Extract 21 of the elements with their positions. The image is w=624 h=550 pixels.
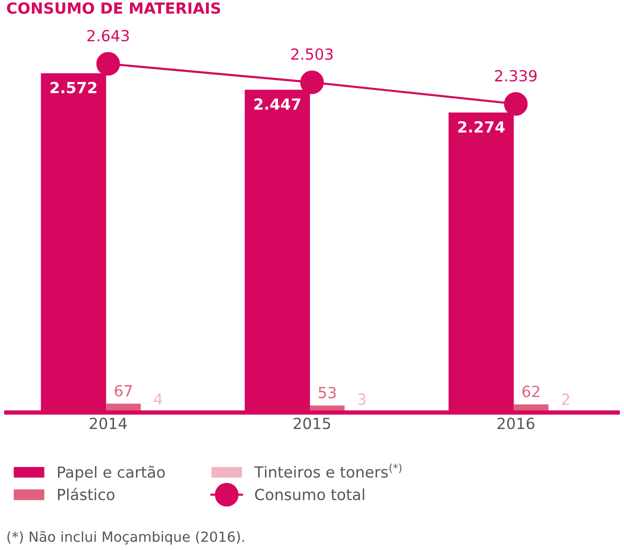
text: (*) Não inclui Moçambique (2016). <box>7 530 244 545</box>
data-label: 2 <box>562 394 570 405</box>
data-label: 62 <box>522 386 540 398</box>
legend-label: Tinteiros e toners$^{(*)}$ <box>254 464 402 478</box>
data-label: 2.274 <box>458 121 505 132</box>
legend-label: Plástico <box>58 488 114 500</box>
x-tick-label: 2014 <box>90 418 127 430</box>
data-label: 2.643 <box>87 30 129 42</box>
legend-label: Consumo total <box>255 488 364 500</box>
data-label: 2.339 <box>495 70 537 82</box>
data-label: 4 <box>154 393 162 405</box>
data-label: 3 <box>358 393 366 405</box>
x-tick-label: 2016 <box>498 418 534 430</box>
data-label: 2.572 <box>50 82 96 94</box>
data-label: 2.503 <box>291 48 333 60</box>
x-tick-label: 2015 <box>294 418 330 430</box>
data-label: 67 <box>114 384 132 397</box>
chart-title: CONSUMO DE MATERIAIS <box>7 2 220 14</box>
data-label: 53 <box>318 386 336 398</box>
legend-label: Papel e cartão <box>58 466 165 481</box>
data-label: 2.447 <box>254 98 300 110</box>
